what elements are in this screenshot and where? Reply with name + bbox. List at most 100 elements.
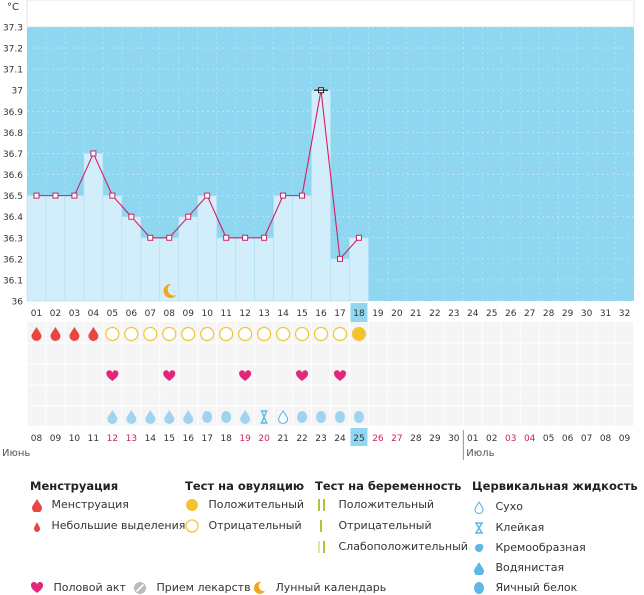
temperature-point (109, 192, 116, 199)
date-label: 24 (334, 434, 346, 444)
temperature-point (223, 234, 230, 241)
y-tick-label: 36 (12, 298, 24, 308)
date-label: 02 (486, 434, 497, 444)
cycle-day-label: 18 (353, 309, 365, 319)
water-drop-icon (183, 410, 194, 424)
date-label: 13 (126, 434, 137, 444)
y-tick-label: 36.2 (3, 255, 23, 265)
double-line-icon (318, 499, 325, 511)
temperature-point (261, 234, 268, 241)
moon-icon (163, 283, 177, 298)
date-label: 07 (581, 434, 592, 444)
blood-drop-icon (31, 327, 42, 342)
cycle-day-label: 24 (467, 309, 479, 319)
blood-drop-icon (50, 327, 61, 342)
water-drop-icon (107, 410, 118, 424)
cycle-day-label: 02 (50, 309, 61, 319)
egg-white-icon (316, 411, 327, 423)
date-label: 20 (258, 434, 270, 444)
legend-menstruation-item: Менструация (30, 498, 129, 513)
y-tick-label: 36.5 (3, 192, 23, 202)
temperature-point (204, 192, 211, 199)
hourglass-icon (260, 410, 268, 424)
legend-cervical-creamy: Кремообразная (472, 541, 586, 555)
cycle-day-label: 22 (429, 309, 440, 319)
date-label: 04 (524, 434, 536, 444)
legend-intercourse: Половой акт (30, 581, 126, 595)
date-label: 21 (277, 434, 288, 444)
y-tick-label: 36.7 (3, 150, 23, 160)
single-line-icon (320, 520, 322, 532)
cycle-day-label: 19 (372, 309, 384, 319)
blood-drop-icon (32, 499, 42, 513)
temperature-point (52, 192, 59, 199)
month-label: Июль (466, 448, 494, 459)
temperature-bar (292, 195, 312, 302)
cycle-day-label: 13 (258, 309, 269, 319)
cycle-day-label: 17 (334, 309, 345, 319)
temperature-point (147, 234, 154, 241)
ovulation-negative-icon (181, 326, 196, 342)
legend-pregnancy-title: Тест на беременность (315, 479, 462, 493)
y-tick-label: 36.4 (3, 213, 23, 223)
ovulation-negative-icon (200, 326, 215, 342)
small-drop-icon (34, 522, 40, 532)
ovulation-negative-icon (275, 326, 291, 342)
pill-icon (134, 582, 146, 594)
temperature-chart: 36 36.1 36.2 36.3 36.4 36.5 36.6 36.7 36.8 36.9 37… (2, 0, 635, 460)
egg-white-icon (221, 411, 232, 423)
temperature-bar (178, 216, 199, 302)
heart-icon (333, 370, 346, 381)
cycle-day-label: 31 (600, 309, 611, 319)
water-drop-icon (474, 562, 484, 576)
cycle-day-label: 30 (581, 309, 593, 319)
temperature-bar (26, 195, 47, 302)
cycle-day-label: 04 (88, 309, 100, 319)
temperature-bar (330, 258, 350, 302)
egg-white-icon (474, 582, 484, 594)
legend-ovulation-negative: Отрицательный (185, 519, 302, 533)
cycle-day-label: 09 (183, 309, 195, 319)
heart-icon (296, 370, 309, 381)
ovulation-negative-icon (313, 326, 329, 342)
ovulation-negative-icon (257, 326, 272, 342)
legend-pregnancy-weak: Слабоположительный (315, 540, 468, 554)
cycle-day-label: 20 (391, 309, 403, 319)
water-drop-icon (126, 410, 137, 424)
moon-icon (253, 581, 265, 594)
temperature-point (280, 192, 287, 199)
date-label: 16 (183, 434, 195, 444)
legend-menstruation-title: Менструация (30, 479, 119, 493)
date-label: 09 (619, 434, 631, 444)
ovulation-negative-icon (219, 326, 234, 342)
cycle-day-label: 26 (505, 309, 517, 319)
cycle-day-label: 23 (448, 309, 459, 319)
date-label: 12 (107, 434, 118, 444)
legend-pregnancy-positive: Положительный (315, 498, 434, 512)
blood-drop-icon (88, 327, 99, 342)
y-tick-label: 37.3 (3, 24, 23, 34)
ovulation-negative-icon (143, 326, 158, 342)
today-date-highlight (350, 428, 368, 446)
legend-cervical-watery: Водянистая (472, 561, 564, 576)
ovulation-negative-icon (294, 326, 310, 342)
legend-spotting-item: Небольшие выделения (30, 519, 185, 533)
filled-circle-icon (186, 499, 198, 511)
water-drop-icon (164, 410, 175, 424)
temperature-point (128, 213, 135, 220)
temperature-bar (254, 237, 274, 302)
cycle-day-label: 29 (562, 309, 574, 319)
legend-cervical-eggwhite: Яичный белок (472, 581, 577, 595)
faint-line-icon (318, 541, 325, 553)
y-tick-label: 37 (12, 87, 23, 97)
date-label: 25 (353, 434, 364, 444)
egg-white-icon (202, 411, 213, 423)
temperature-point (33, 192, 40, 199)
cycle-day-label: 28 (543, 309, 555, 319)
temperature-bar (83, 153, 104, 302)
y-tick-label: 37.2 (3, 45, 23, 55)
temperature-bar (45, 195, 66, 302)
legend-pregnancy-negative: Отрицательный (315, 519, 432, 533)
date-label: 09 (50, 434, 62, 444)
